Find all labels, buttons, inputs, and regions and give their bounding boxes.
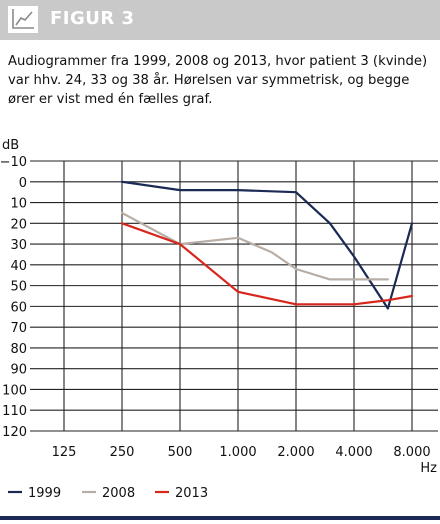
y-tick-label: 10 (10, 197, 27, 212)
figure-caption: Audiogrammer fra 1999, 2008 og 2013, hvo… (8, 54, 428, 107)
y-tick-label: 50 (10, 280, 27, 295)
x-axis-label: Hz (420, 461, 437, 476)
figure-title: FIGUR 3 (50, 8, 135, 29)
bottom-divider (0, 516, 440, 520)
y-tick-label: 0 (19, 176, 27, 191)
y-tick-label: 90 (10, 363, 27, 378)
x-tick-label: 4.000 (335, 445, 372, 460)
y-tick-label: 40 (10, 259, 27, 274)
y-tick-label: 70 (10, 321, 27, 336)
y-tick-label: 30 (10, 238, 27, 253)
y-tick-label: 100 (2, 383, 27, 398)
x-tick-label: 500 (168, 445, 193, 460)
x-tick-label: 1.000 (219, 445, 256, 460)
y-tick-label: 80 (10, 342, 27, 357)
line-chart-icon (8, 6, 38, 33)
y-tick-label: 120 (2, 425, 27, 440)
x-tick-label: 250 (110, 445, 135, 460)
y-tick-label: 20 (10, 217, 27, 232)
figure-header: FIGUR 3 (0, 0, 440, 40)
legend-label-2008: 2008 (102, 486, 135, 501)
legend-label-1999: 1999 (28, 486, 61, 501)
x-tick-label: 2.000 (277, 445, 314, 460)
series-line-1999 (120, 180, 414, 310)
series-line-2013 (120, 222, 414, 306)
y-tick-label: −10 (0, 155, 27, 170)
x-tick-label: 8.000 (393, 445, 430, 460)
x-tick-label: 125 (52, 445, 77, 460)
y-tick-label: 60 (10, 300, 27, 315)
series-line-2008 (120, 211, 389, 281)
y-tick-label: 110 (2, 404, 27, 419)
y-axis-label: dB (2, 138, 19, 153)
legend-label-2013: 2013 (175, 486, 208, 501)
audiogram-chart: dB −10 0 10 20 30 40 50 60 70 80 90 100 110 120 125 250 5… (0, 138, 438, 501)
